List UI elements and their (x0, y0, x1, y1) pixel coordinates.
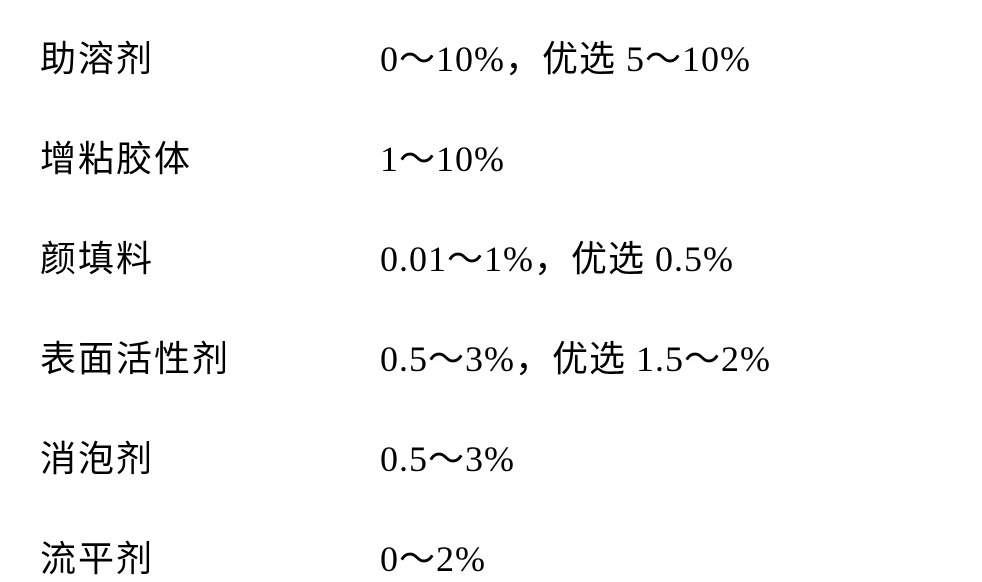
ingredient-label: 流平剂 (40, 530, 380, 582)
table-row: 增粘胶体 1～10% (40, 130, 942, 182)
table-row: 流平剂 0～2% (40, 530, 942, 582)
ingredient-value: 0.5～3%，优选 1.5～2% (380, 330, 771, 382)
ingredient-label: 颜填料 (40, 230, 380, 282)
ingredient-value: 0.5～3% (380, 430, 515, 482)
table-row: 表面活性剂 0.5～3%，优选 1.5～2% (40, 330, 942, 382)
ingredients-table: 助溶剂 0～10%，优选 5～10% 增粘胶体 1～10% 颜填料 0.01～1… (40, 30, 942, 582)
ingredient-value: 0～10%，优选 5～10% (380, 30, 751, 82)
table-row: 助溶剂 0～10%，优选 5～10% (40, 30, 942, 82)
ingredient-value: 1～10% (380, 130, 505, 182)
ingredient-value: 0～2% (380, 530, 486, 582)
ingredient-label: 表面活性剂 (40, 330, 380, 382)
table-row: 颜填料 0.01～1%，优选 0.5% (40, 230, 942, 282)
ingredient-label: 消泡剂 (40, 430, 380, 482)
ingredient-label: 助溶剂 (40, 30, 380, 82)
ingredient-label: 增粘胶体 (40, 130, 380, 182)
table-row: 消泡剂 0.5～3% (40, 430, 942, 482)
ingredient-value: 0.01～1%，优选 0.5% (380, 230, 734, 282)
